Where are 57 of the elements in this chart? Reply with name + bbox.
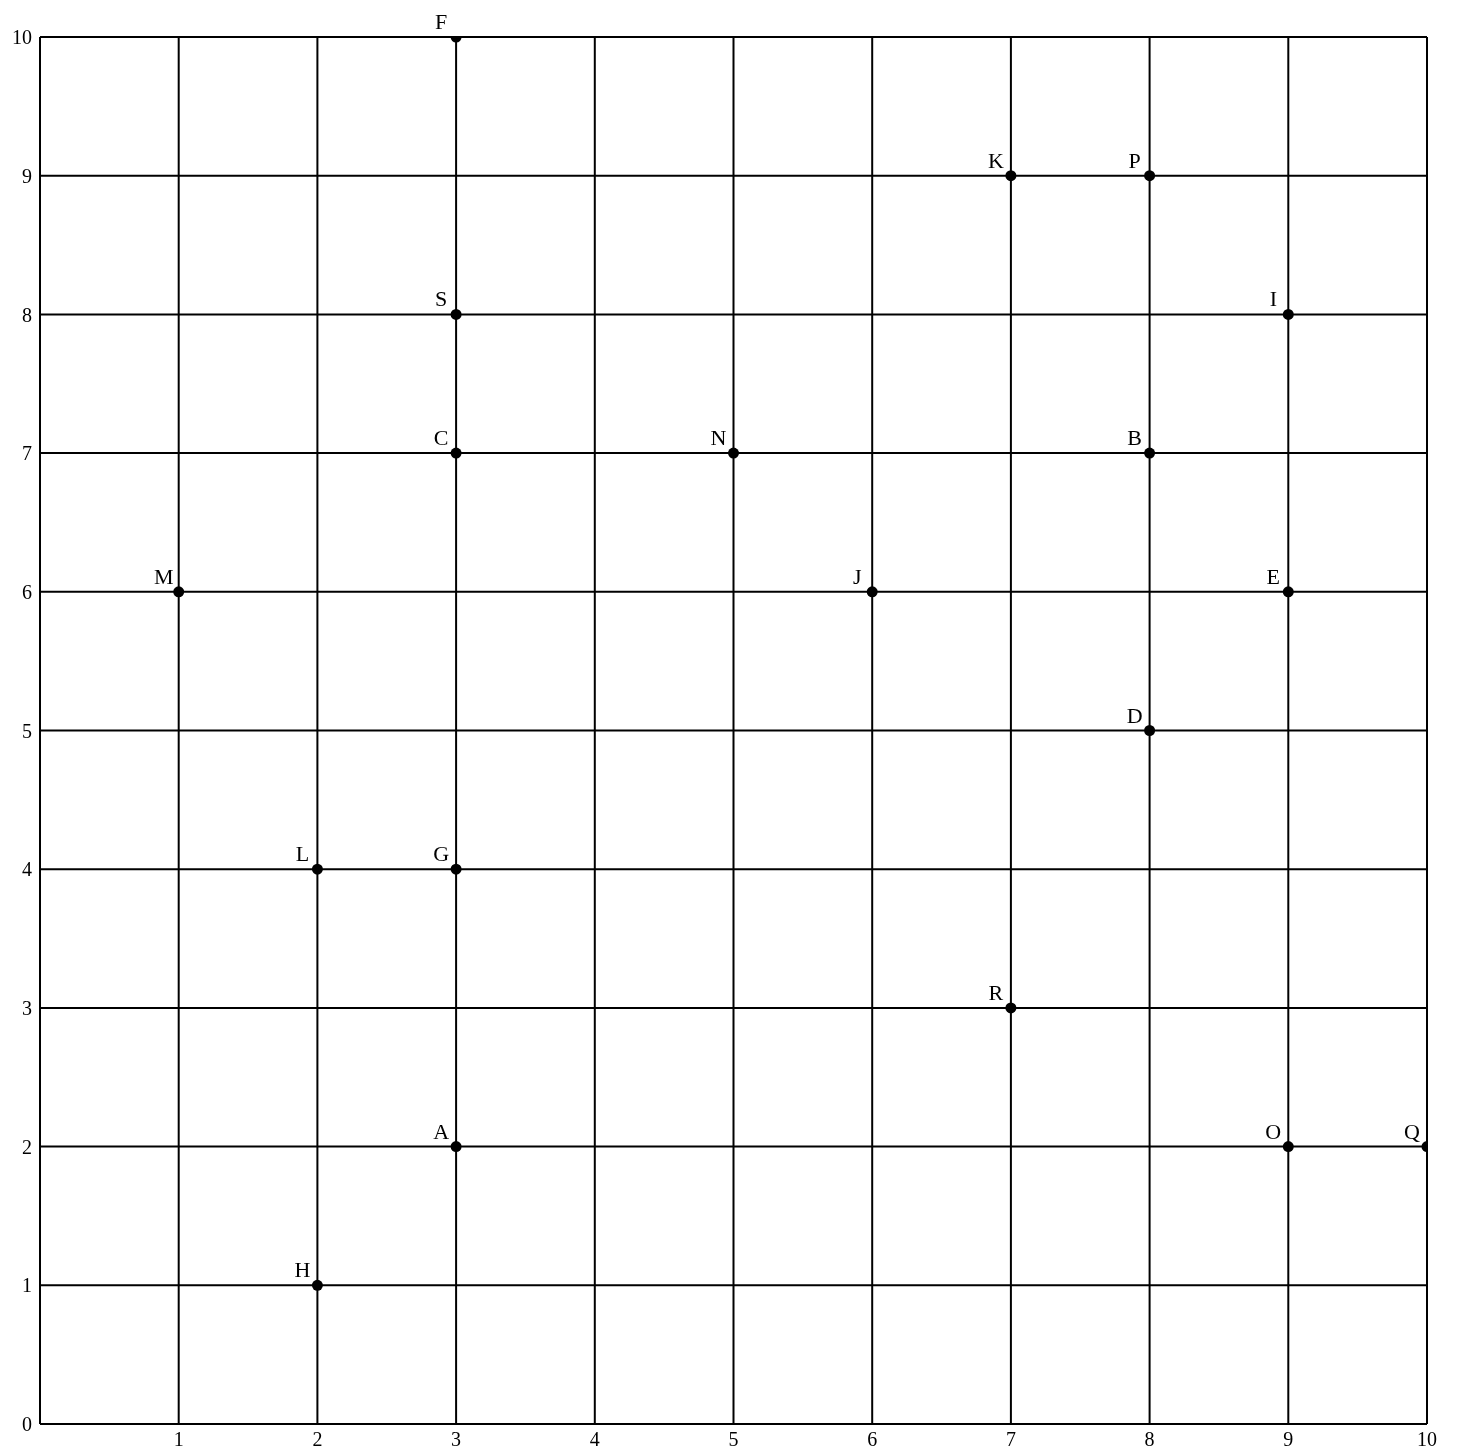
point: [1282, 586, 1294, 598]
data-label: F: [434, 9, 448, 34]
y-tick-label: 3: [22, 997, 32, 1019]
x-tick-label: 1: [173, 1428, 184, 1451]
x-tick-label: 3: [451, 1428, 462, 1451]
data-label: K: [987, 147, 1004, 173]
y-tick-label: 0: [22, 1413, 32, 1436]
data-label: P: [1128, 147, 1141, 173]
data-label: N: [710, 425, 727, 451]
y-tick-label: 4: [22, 858, 32, 881]
y-tick-label: 6: [22, 580, 32, 603]
data-label: A: [433, 1118, 450, 1144]
point: [450, 863, 462, 875]
point: [1282, 1141, 1294, 1153]
data-label: I: [1269, 286, 1277, 312]
point: [311, 863, 323, 875]
data-label: D: [1126, 702, 1143, 728]
data-label: O: [1265, 1118, 1282, 1144]
y-tick-label: 2: [22, 1135, 32, 1158]
point: [450, 447, 462, 459]
y-tick-label: 7: [22, 442, 32, 465]
data-label: R: [988, 979, 1004, 1005]
x-tick-label: 2: [312, 1428, 323, 1451]
point: [450, 308, 462, 320]
point: [1005, 170, 1017, 182]
data-label: H: [294, 1257, 311, 1283]
point: [173, 586, 185, 598]
point: [1144, 170, 1156, 182]
x-tick-label: 10: [1417, 1428, 1437, 1451]
point: [1144, 447, 1156, 459]
y-tick-label: 9: [22, 164, 32, 187]
x-tick-label: 7: [1005, 1428, 1016, 1451]
data-label: S: [434, 286, 448, 312]
data-label: B: [1127, 425, 1142, 451]
y-tick-label: 10: [12, 26, 32, 49]
x-tick-label: 5: [728, 1428, 739, 1451]
y-tick-label: 5: [22, 719, 32, 742]
y-tick-label: 1: [22, 1274, 32, 1297]
data-label: G: [433, 841, 450, 867]
point: [450, 1141, 462, 1153]
point: [866, 586, 878, 598]
x-tick-label: 6: [867, 1428, 878, 1451]
point: [1144, 725, 1156, 736]
data-label: M: [153, 563, 174, 589]
data-label: Q: [1404, 1118, 1421, 1144]
data-label: C: [433, 425, 449, 451]
data-label: J: [852, 563, 862, 589]
data-label: E: [1266, 563, 1281, 589]
x-tick-label: 8: [1144, 1428, 1155, 1451]
data-label: L: [295, 841, 310, 867]
point: [1005, 1002, 1017, 1014]
point: [311, 1279, 323, 1291]
point: [1282, 308, 1294, 320]
x-tick-label: 4: [589, 1428, 600, 1451]
y-tick-label: 8: [22, 303, 32, 326]
x-tick-label: 9: [1283, 1428, 1294, 1451]
point: [728, 447, 739, 459]
